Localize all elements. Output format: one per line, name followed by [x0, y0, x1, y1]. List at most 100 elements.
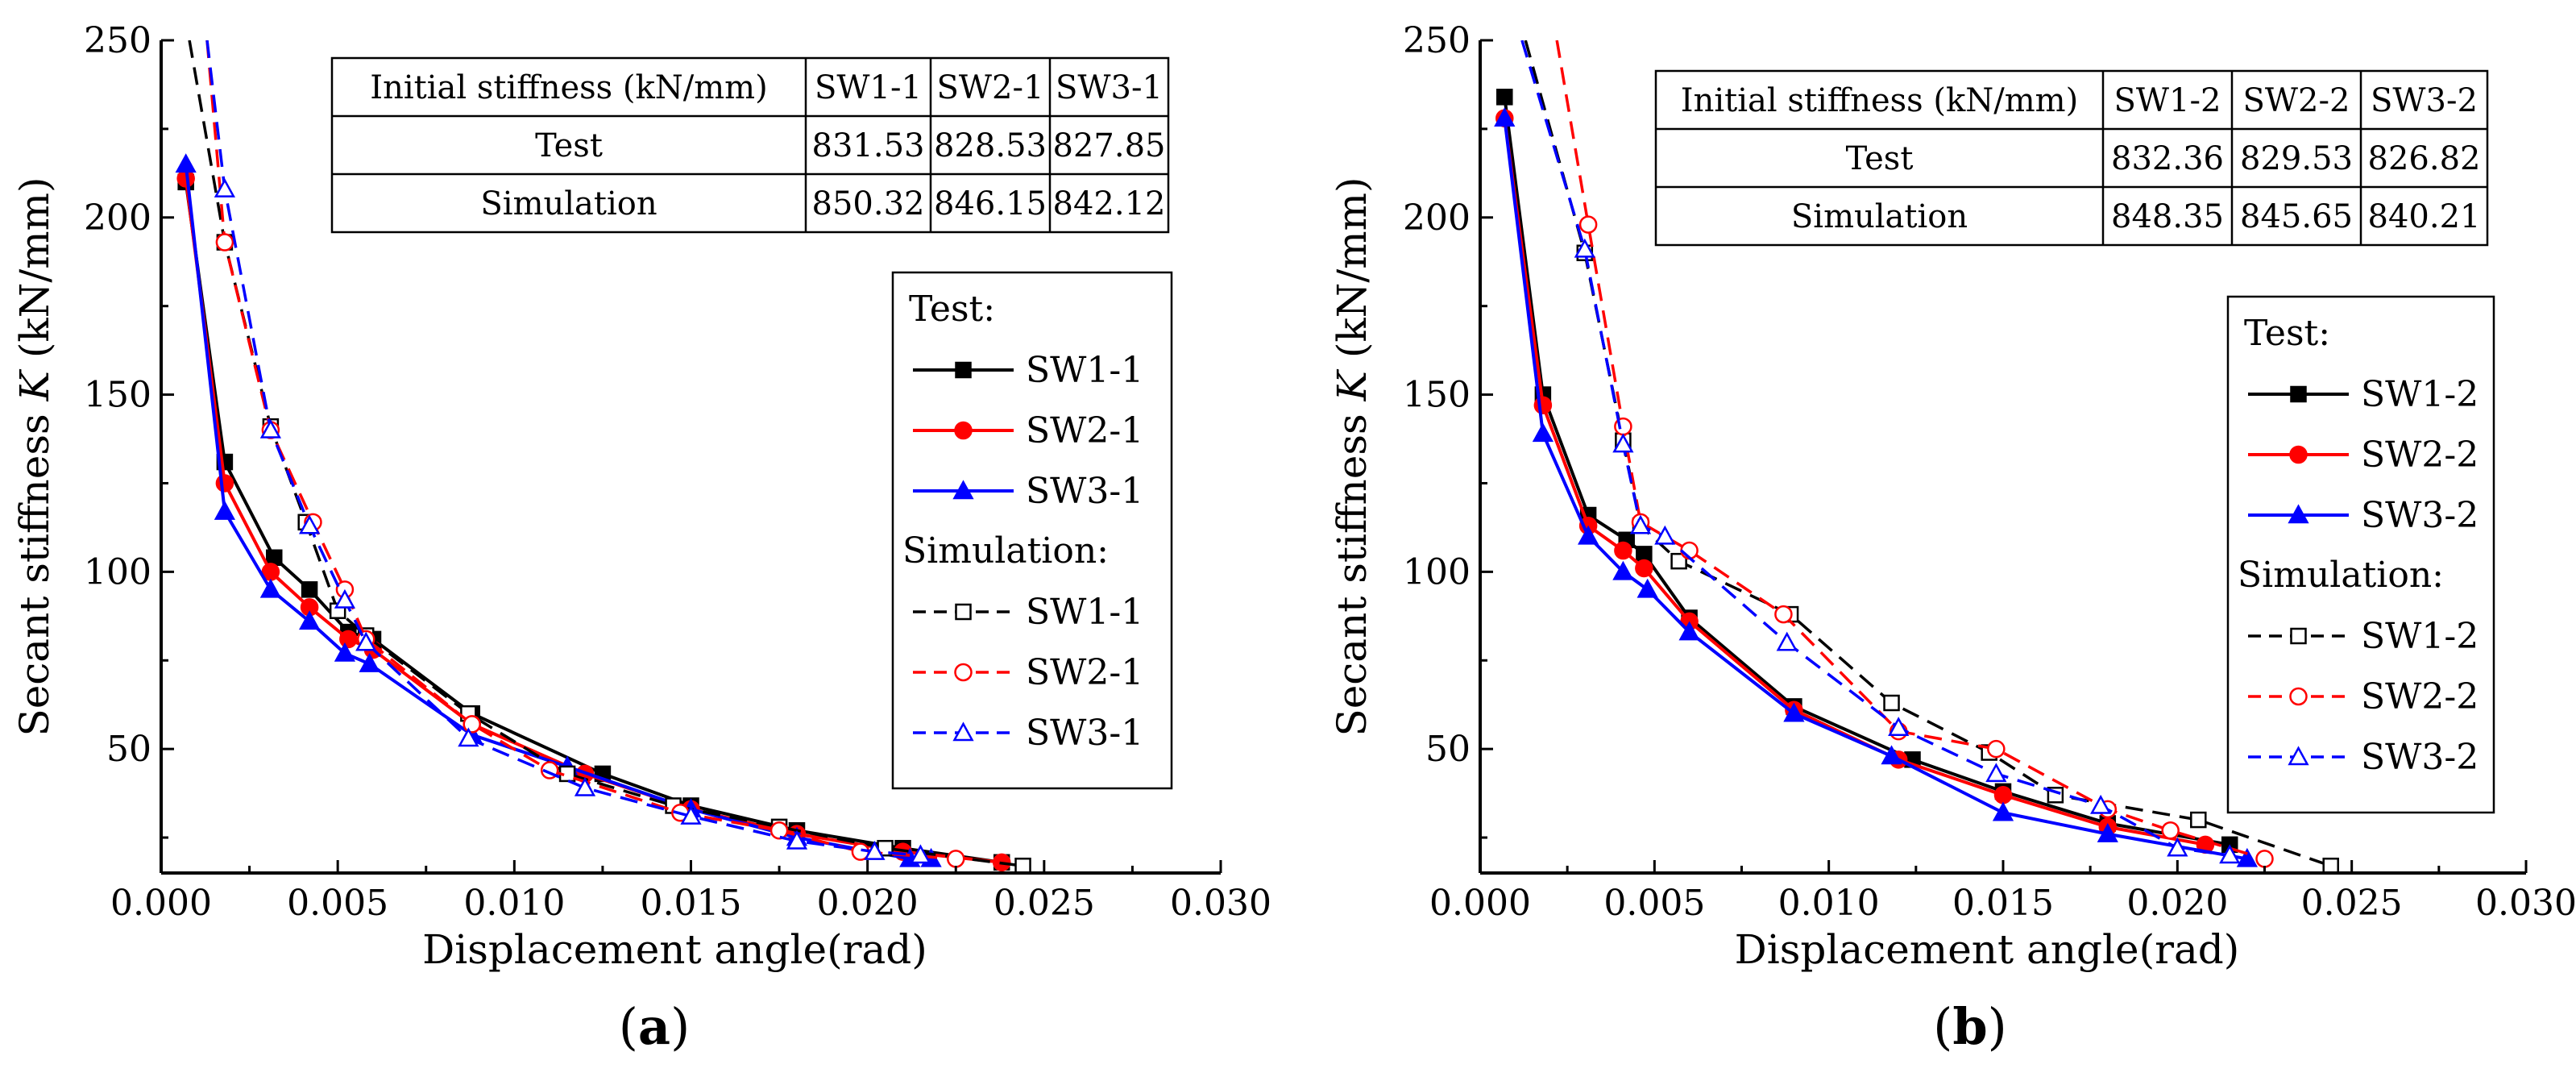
legend-label-test-SW3-2: SW3-2 [2361, 495, 2479, 536]
panel-label-close: ) [1988, 997, 2007, 1056]
x-tick-label: 0.000 [110, 883, 212, 924]
table-header-cell: Initial stiffness (kN/mm) [370, 69, 767, 106]
legend: Test: SW1-1 SW2-1 SW3-1 Simulation: SW1-1 SW2-… [891, 271, 1173, 790]
stiffness-table: Initial stiffness (kN/mm) SW1-2 SW2-2 SW3-2… [1654, 69, 2489, 247]
series-line-test-SW2-1 [184, 178, 1002, 864]
data-point-sim-SW3-1 [458, 727, 479, 747]
table-cell: 826.82 [2368, 140, 2481, 177]
data-point-sim-SW2-2 [1987, 739, 2006, 759]
data-point-test-SW3-2 [1992, 801, 2014, 821]
series-group [175, 40, 1031, 873]
table-cell: 832.36 [2111, 140, 2224, 177]
x-tick-label: 0.000 [1429, 883, 1531, 924]
data-point-test-SW1-2 [1496, 89, 1513, 106]
data-point-test-SW1-2 [1636, 546, 1653, 563]
data-point-sim-SW3-2 [1776, 631, 1798, 651]
x-tick-label: 0.005 [287, 883, 388, 924]
data-point-test-SW3-1 [259, 578, 281, 598]
table-cell: 850.32 [812, 185, 925, 222]
data-point-sim-SW2-2 [1578, 215, 1598, 234]
table-cell: 829.53 [2240, 140, 2353, 177]
legend-label-test-SW3-1: SW3-1 [1026, 471, 1143, 512]
data-point-test-SW3-2 [1678, 621, 1700, 641]
x-tick-label: 0.015 [641, 883, 742, 924]
data-point-test-SW1-1 [301, 581, 318, 598]
x-tick-label: 0.010 [463, 883, 565, 924]
legend-label-sim-SW1-1: SW1-1 [1026, 592, 1143, 633]
stiffness-table: Initial stiffness (kN/mm) SW1-1 SW2-1 SW3-1… [330, 56, 1170, 234]
panel-label: (a) [619, 997, 691, 1056]
y-axis-label-unit: (kN/mm) [1329, 177, 1375, 371]
data-point-sim-SW3-1 [910, 844, 931, 864]
data-point-test-SW3-1 [298, 610, 321, 630]
y-axis-label-variable: K [1329, 368, 1375, 401]
series-line-sim-SW3-1 [205, 40, 921, 857]
data-point-sim-SW3-2 [1654, 525, 1676, 545]
data-point-sim-SW2-1 [215, 233, 234, 252]
data-point-sim-SW3-1 [864, 841, 886, 860]
data-point-sim-SW2-2 [1774, 605, 1793, 624]
y-tick-label: 200 [1403, 197, 1471, 239]
data-point-test-SW3-2 [1881, 745, 1902, 765]
panel-label-open: ( [1933, 997, 1952, 1056]
data-point-sim-SW3-2 [1629, 514, 1652, 534]
legend: Test: SW1-2 SW2-2 SW3-2 Simulation: SW1-2 SW2-… [2226, 295, 2495, 814]
y-axis-label-unit: (kN/mm) [11, 177, 58, 371]
legend-label-sim-SW2-1: SW2-1 [1026, 652, 1143, 693]
legend-box [891, 271, 1173, 790]
data-point-sim-SW3-2 [1888, 717, 1910, 737]
data-point-sim-SW2-1 [769, 821, 789, 840]
legend-group-sim: Simulation: [2238, 555, 2444, 596]
data-point-test-SW3-1 [334, 642, 356, 662]
legend-label-sim-SW3-2: SW3-2 [2361, 737, 2479, 778]
data-point-sim-SW3-2 [2219, 844, 2241, 864]
y-axis-label-variable: K [11, 368, 58, 401]
data-point-test-SW3-2 [1783, 702, 1805, 722]
table-header-cell: SW2-2 [2243, 82, 2350, 119]
table-cell: 845.65 [2240, 198, 2353, 235]
table-cell: 842.12 [1053, 185, 1166, 222]
x-tick-label: 0.030 [1170, 883, 1271, 924]
data-point-sim-SW3-1 [786, 829, 808, 850]
data-point-sim-SW1-2 [1670, 552, 1687, 570]
panel-label: (b) [1933, 997, 2007, 1056]
series-line-sim-SW2-1 [205, 40, 956, 861]
data-point-test-SW3-2 [1636, 578, 1658, 598]
table-header-cell: SW2-1 [937, 69, 1044, 106]
legend-marker-test-SW2-1 [954, 421, 973, 440]
data-point-test-SW3-2 [1578, 525, 1599, 545]
legend-box [2226, 295, 2495, 814]
panel-label-close: ) [670, 997, 690, 1056]
table-border [1654, 69, 2489, 247]
data-point-test-SW2-1 [215, 474, 234, 493]
legend-marker-sim-SW3-2 [2288, 746, 2309, 766]
legend-marker-test-SW3-1 [952, 480, 974, 500]
legend-marker-sim-SW1-1 [955, 603, 972, 621]
x-tick-label: 0.025 [993, 883, 1095, 924]
table-header-cell: SW1-2 [2114, 82, 2221, 119]
data-point-test-SW3-1 [359, 653, 380, 672]
y-axis-label: Secant stiffness K (kN/mm) [11, 177, 58, 736]
y-tick-label: 250 [84, 20, 151, 61]
data-point-sim-SW3-1 [214, 178, 236, 197]
x-tick-label: 0.020 [817, 883, 919, 924]
legend-label-sim-SW3-1: SW3-1 [1026, 713, 1143, 754]
legend-label-test-SW1-2: SW1-2 [2361, 374, 2479, 415]
data-point-sim-SW3-1 [334, 588, 356, 609]
data-point-test-SW3-2 [2097, 823, 2118, 842]
y-tick-label: 100 [84, 551, 151, 592]
table-cell: 831.53 [812, 127, 925, 164]
table-cell: 848.35 [2111, 198, 2224, 235]
data-point-test-SW2-2 [1614, 541, 1632, 560]
y-tick-label: 150 [1403, 375, 1471, 416]
data-point-test-SW3-1 [175, 153, 197, 173]
legend-marker-sim-SW3-1 [952, 721, 974, 742]
legend-label-sim-SW2-2: SW2-2 [2361, 676, 2479, 717]
data-point-sim-SW3-1 [574, 776, 596, 796]
legend-marker-test-SW2-2 [2289, 445, 2308, 464]
data-point-test-SW3-2 [1612, 560, 1634, 580]
table-cell: 827.85 [1053, 127, 1166, 164]
y-tick-label: 50 [106, 729, 151, 770]
panel-label-open: ( [619, 997, 638, 1056]
